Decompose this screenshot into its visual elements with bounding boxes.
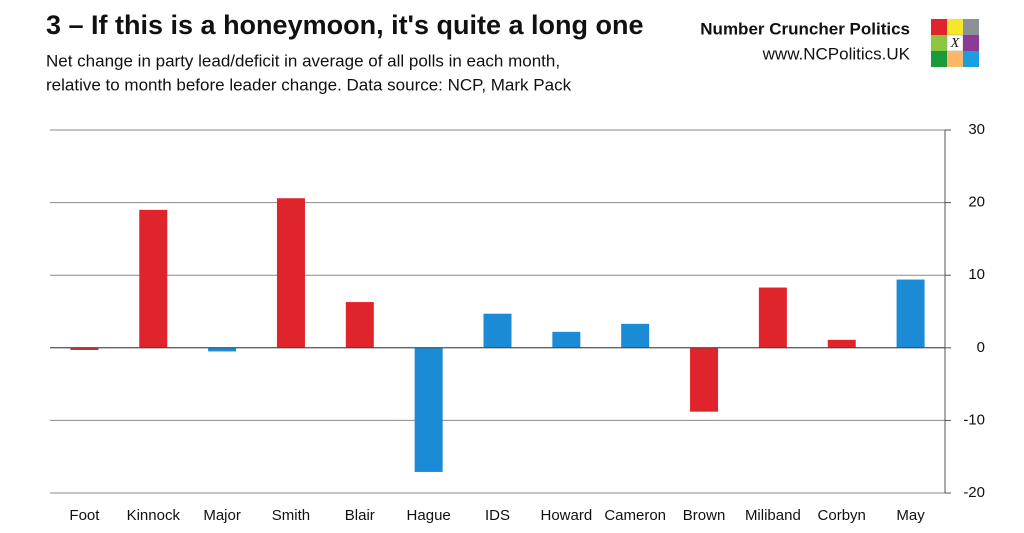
x-tick-label: Blair: [345, 507, 375, 524]
y-tick-label: 20: [968, 194, 985, 211]
y-tick-label: 0: [977, 339, 985, 356]
y-tick-label: 10: [968, 266, 985, 283]
bar: [552, 331, 581, 348]
x-tick-label: Miliband: [745, 507, 801, 524]
x-tick-label: Cameron: [604, 507, 666, 524]
x-tick-label: May: [896, 507, 925, 524]
bar: [896, 279, 925, 348]
bar: [827, 339, 856, 348]
y-tick-label: -10: [963, 411, 985, 428]
y-tick-label: -20: [963, 484, 985, 501]
x-tick-label: Foot: [69, 507, 100, 524]
subtitle: Net change in party lead/deficit in aver…: [46, 51, 560, 70]
logo-text: X: [950, 36, 960, 51]
bar: [345, 302, 374, 348]
brand: Number Cruncher Politics: [700, 19, 910, 38]
bar: [70, 347, 99, 350]
bar: [758, 287, 787, 348]
bar: [621, 323, 650, 348]
bar: [690, 347, 719, 412]
x-tick-label: Howard: [541, 507, 593, 524]
bar: [414, 347, 443, 472]
x-tick-label: Brown: [683, 507, 726, 524]
x-tick-label: Smith: [272, 507, 310, 524]
bar: [139, 209, 168, 348]
logo: [931, 19, 979, 67]
y-tick-label: 30: [968, 121, 985, 138]
url: www.NCPolitics.UK: [762, 44, 911, 63]
x-tick-label: Corbyn: [818, 507, 866, 524]
x-tick-label: IDS: [485, 507, 510, 524]
bar: [276, 198, 305, 348]
subtitle: relative to month before leader change. …: [46, 75, 572, 94]
bar: [483, 313, 512, 348]
x-tick-label: Major: [203, 507, 241, 524]
x-tick-label: Hague: [407, 507, 451, 524]
bar: [208, 347, 237, 352]
chart-title: 3 – If this is a honeymoon, it's quite a…: [46, 10, 644, 40]
x-tick-label: Kinnock: [127, 507, 181, 524]
